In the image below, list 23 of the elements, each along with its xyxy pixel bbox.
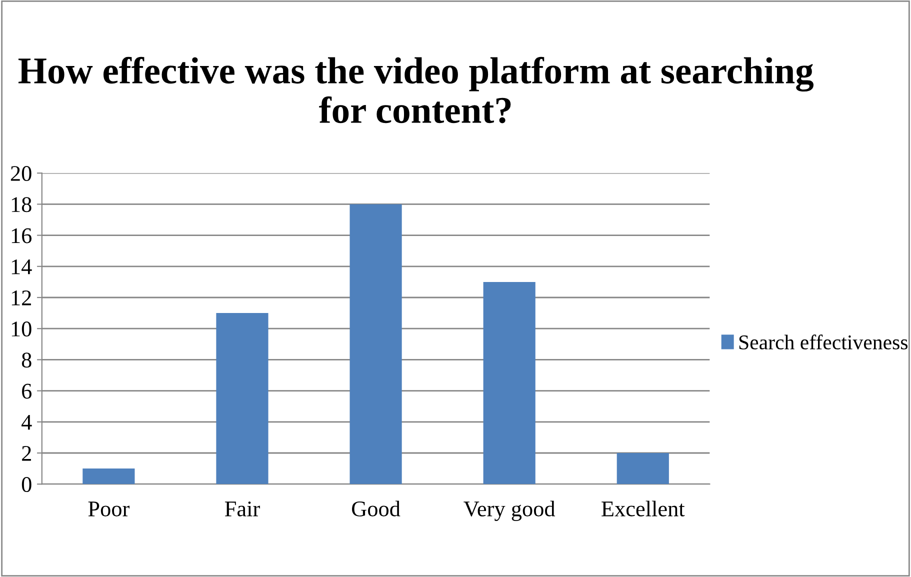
bar — [483, 282, 536, 484]
y-tick-label: 4 — [22, 414, 32, 430]
y-tick-label: 14 — [12, 259, 32, 274]
y-tick-label: 12 — [12, 290, 31, 306]
x-tick-label: Fair — [224, 501, 260, 516]
bar — [216, 313, 268, 484]
x-tick-label: Very good — [464, 500, 556, 521]
y-tick-label: 10 — [12, 322, 32, 337]
chart-title: How effective was the video platform at searching for content? — [18, 56, 814, 124]
legend-label: Search effectiveness — [739, 334, 908, 350]
y-tick-label: 8 — [22, 352, 32, 368]
x-tick-label: Poor — [88, 502, 130, 516]
y-tick-label: 0 — [22, 477, 32, 492]
y-tick-label: 6 — [22, 384, 32, 399]
bar — [82, 468, 135, 484]
y-tick-label: 20 — [10, 166, 32, 182]
bar — [350, 204, 402, 484]
x-tick-label: Excellent — [602, 500, 685, 516]
y-tick-label: 18 — [12, 197, 32, 212]
y-tick-label: 16 — [12, 228, 32, 244]
bar — [616, 453, 669, 484]
x-tick-label: Good — [352, 500, 400, 516]
y-tick-label: 2 — [22, 446, 31, 461]
